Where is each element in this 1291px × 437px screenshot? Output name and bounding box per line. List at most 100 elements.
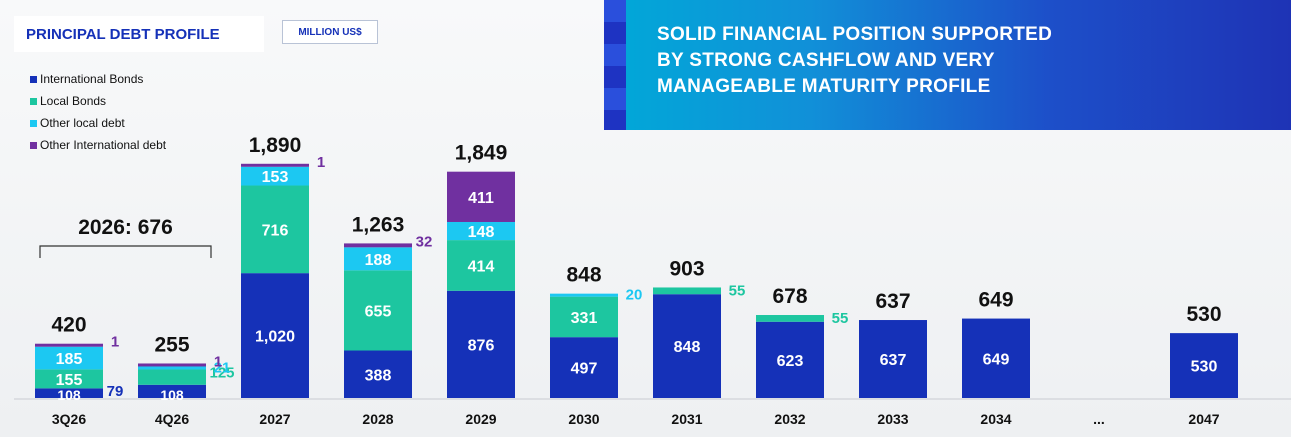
bar-value-label: 188 bbox=[365, 252, 392, 269]
x-tick-label: 2029 bbox=[465, 411, 496, 427]
bar-total-label: 637 bbox=[875, 290, 910, 313]
bar-segment bbox=[447, 171, 515, 222]
bar-total-label: 420 bbox=[51, 314, 86, 337]
x-tick-label: 2034 bbox=[980, 411, 1011, 427]
bar-side-label: 1 bbox=[111, 334, 119, 351]
bar-total-label: 678 bbox=[772, 285, 807, 308]
legend-swatch bbox=[30, 141, 37, 149]
bar-value-label: 623 bbox=[777, 353, 804, 370]
bar-total-label: 1,263 bbox=[352, 213, 405, 236]
unit-badge: MILLION US$ bbox=[282, 20, 378, 44]
banner-line: SOLID FINANCIAL POSITION SUPPORTED bbox=[657, 24, 1053, 45]
bar-side-label: 21 bbox=[214, 359, 231, 376]
legend-label: Local Bonds bbox=[40, 94, 107, 108]
bar-value-label: 411 bbox=[468, 190, 494, 207]
bar-value-label: 148 bbox=[468, 224, 495, 241]
bar-segment bbox=[653, 294, 721, 398]
bar-value-label: 331 bbox=[571, 310, 598, 327]
bar-value-label: 649 bbox=[983, 351, 1010, 368]
bar-value-label: 108 bbox=[160, 387, 184, 403]
bar-segment bbox=[447, 240, 515, 291]
legend-item: International Bonds bbox=[30, 68, 166, 90]
bar-side-label: 55 bbox=[729, 282, 746, 299]
bar-side-label: 1 bbox=[317, 154, 325, 171]
unit-badge-text: MILLION US$ bbox=[298, 26, 362, 38]
bracket-label: 2026: 676 bbox=[78, 216, 173, 239]
bar-value-label: 716 bbox=[262, 222, 289, 239]
legend-swatch bbox=[30, 97, 37, 105]
banner-accent-tile bbox=[604, 44, 626, 66]
bar-side-label: 55 bbox=[832, 310, 849, 327]
bar-value-label: 185 bbox=[56, 351, 83, 368]
x-tick-label: 2033 bbox=[877, 411, 908, 427]
x-tick-label: 2047 bbox=[1188, 411, 1219, 427]
banner-line: MANAGEABLE MATURITY PROFILE bbox=[657, 76, 991, 97]
bar-side-label: 1 bbox=[214, 353, 222, 370]
bar-value-label: 153 bbox=[262, 169, 289, 186]
bar-segment bbox=[344, 270, 412, 351]
bar-side-label: 20 bbox=[626, 287, 643, 304]
bar-total-label: 903 bbox=[669, 257, 704, 280]
bar-segment bbox=[550, 293, 618, 297]
chart-title: PRINCIPAL DEBT PROFILE bbox=[14, 16, 264, 52]
x-tick-label: 4Q26 bbox=[155, 411, 189, 427]
legend-label: Other local debt bbox=[40, 116, 125, 130]
bar-value-label: 637 bbox=[880, 352, 907, 369]
banner-accent-tile bbox=[604, 88, 626, 110]
chart-title-text: PRINCIPAL DEBT PROFILE bbox=[26, 25, 220, 43]
legend-label: Other International debt bbox=[40, 138, 167, 152]
bar-value-label: 876 bbox=[468, 337, 495, 354]
banner-accent-tile bbox=[604, 0, 626, 22]
bar-segment bbox=[241, 163, 309, 167]
bar-segment bbox=[447, 221, 515, 241]
bar-side-label: 32 bbox=[416, 233, 433, 250]
bar-segment bbox=[138, 366, 206, 370]
legend-item: Other International debt bbox=[30, 134, 166, 156]
bar-total-label: 848 bbox=[566, 264, 601, 287]
bar-segment bbox=[344, 247, 412, 271]
x-tick-label: 2027 bbox=[259, 411, 290, 427]
bar-value-label: 155 bbox=[56, 372, 83, 389]
bar-segment bbox=[138, 369, 206, 385]
bar-segment bbox=[35, 343, 103, 347]
legend-swatch bbox=[30, 119, 37, 127]
bar-segment bbox=[35, 346, 103, 370]
bar-segment bbox=[35, 369, 103, 389]
chart-legend: International Bonds Local Bonds Other lo… bbox=[30, 68, 166, 156]
bar-value-label: 414 bbox=[468, 258, 495, 275]
bar-segment bbox=[550, 296, 618, 338]
bar-segment bbox=[344, 243, 412, 248]
bar-value-label: 1,020 bbox=[255, 329, 295, 346]
bar-segment bbox=[344, 350, 412, 398]
bar-total-label: 530 bbox=[1186, 303, 1221, 326]
legend-item: Other local debt bbox=[30, 112, 166, 134]
bar-segment bbox=[138, 363, 206, 367]
bar-segment bbox=[241, 166, 309, 186]
x-tick-label: 2030 bbox=[568, 411, 599, 427]
bar-segment bbox=[756, 315, 824, 322]
bar-segment bbox=[241, 273, 309, 398]
bar-side-label: 79 bbox=[107, 383, 124, 400]
bar-value-label: 108 bbox=[57, 387, 81, 403]
bar-value-label: 655 bbox=[365, 303, 392, 320]
bar-segment bbox=[859, 320, 927, 398]
bar-segment bbox=[1170, 333, 1238, 398]
bar-value-label: 530 bbox=[1191, 359, 1218, 376]
banner-line: BY STRONG CASHFLOW AND VERY bbox=[657, 50, 995, 71]
headline-banner: SOLID FINANCIAL POSITION SUPPORTED BY ST… bbox=[604, 0, 1291, 130]
x-tick-label: 2032 bbox=[774, 411, 805, 427]
bar-total-label: 649 bbox=[978, 289, 1013, 312]
legend-swatch bbox=[30, 75, 37, 83]
bar-total-label: 255 bbox=[154, 333, 189, 356]
bar-total-label: 1,890 bbox=[249, 134, 302, 157]
bar-total-label: 1,849 bbox=[455, 142, 508, 165]
bar-segment bbox=[756, 321, 824, 398]
legend-label: International Bonds bbox=[40, 72, 144, 86]
bar-segment bbox=[241, 185, 309, 274]
banner-headline: SOLID FINANCIAL POSITION SUPPORTED BY ST… bbox=[657, 22, 1257, 100]
bar-segment bbox=[962, 318, 1030, 398]
legend-item: Local Bonds bbox=[30, 90, 166, 112]
x-tick-label: ... bbox=[1093, 411, 1105, 427]
x-tick-label: 3Q26 bbox=[52, 411, 86, 427]
